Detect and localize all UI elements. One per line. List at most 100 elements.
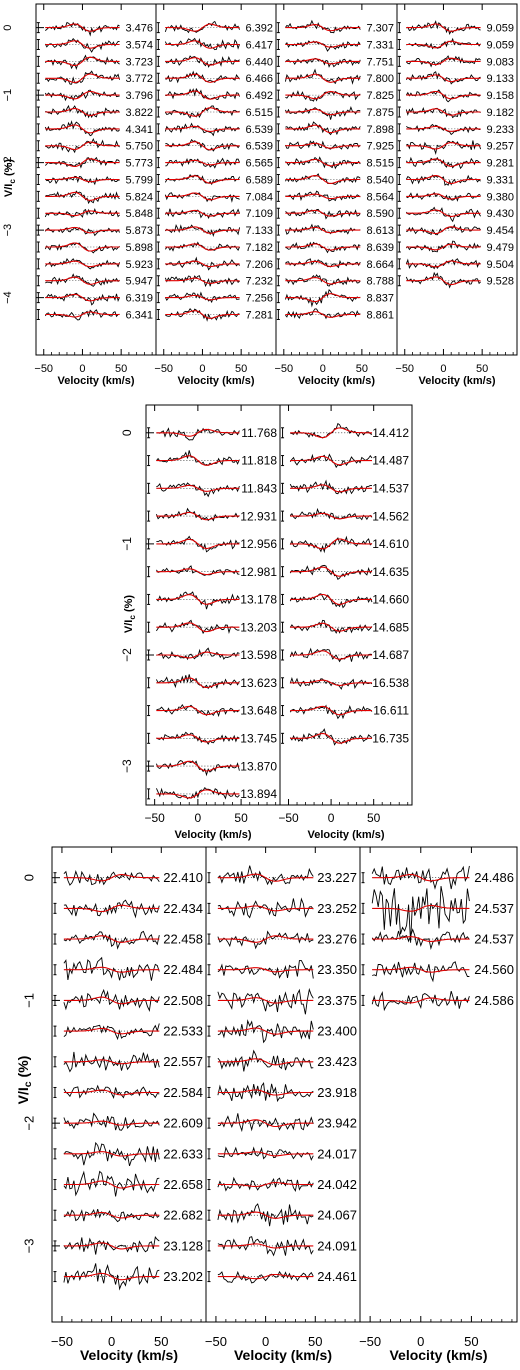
panel-2: −50 0 50 Velocity (km/s) 14.412 14.487 14.537 1…	[278, 405, 409, 841]
model-profile	[406, 142, 481, 150]
rotational-phase-label: 7.109	[245, 208, 273, 220]
rotational-phase-label: 7.331	[366, 39, 394, 51]
model-profile	[285, 226, 361, 234]
rotational-phase-label: 3.822	[125, 107, 153, 119]
profile-row: 7.182	[156, 241, 273, 254]
model-profile	[165, 159, 240, 166]
rotational-phase-label: 23.276	[317, 931, 357, 946]
profile-row: 24.017	[207, 1146, 357, 1161]
model-profile	[165, 226, 240, 234]
rotational-phase-label: 14.537	[372, 482, 409, 496]
model-profile	[406, 57, 481, 66]
x-axis-label: Velocity (km/s)	[418, 375, 495, 387]
profile-row: 7.825	[276, 89, 394, 102]
observed-profile	[217, 1176, 314, 1193]
observed-profile	[156, 703, 240, 718]
model-profile	[45, 23, 120, 32]
profile-row: 8.515	[276, 156, 394, 170]
profile-row: 13.745	[147, 732, 277, 746]
rotational-phase-label: 22.458	[163, 931, 203, 946]
profile-row: 9.158	[397, 89, 514, 103]
rotational-phase-label: 22.658	[163, 1177, 203, 1192]
rotational-phase-label: 6.515	[245, 107, 273, 119]
y-axis-label: V/Ic (%)	[3, 159, 17, 198]
rotational-phase-label: 8.837	[366, 293, 394, 305]
model-profile	[285, 175, 361, 184]
y-tick-label: −2	[21, 1116, 36, 1131]
rotational-phase-label: 5.848	[125, 208, 153, 220]
observed-profile	[63, 899, 160, 919]
profile-row: 23.128	[53, 1236, 203, 1255]
rotational-phase-label: 7.925	[366, 141, 394, 153]
rotational-phase-label: 14.685	[372, 620, 409, 634]
model-profile	[372, 997, 470, 1004]
rotational-phase-label: 5.799	[125, 174, 153, 186]
model-profile	[63, 874, 160, 882]
profile-row: 6.492	[156, 87, 273, 102]
y-tick-label: 0	[2, 25, 14, 31]
model-profile	[285, 58, 361, 65]
observed-profile	[164, 37, 241, 51]
model-profile	[406, 158, 481, 167]
model-profile	[63, 904, 160, 913]
rotational-phase-label: 13.623	[240, 676, 277, 690]
observed-profile	[164, 105, 240, 119]
model-profile	[290, 593, 372, 605]
model-profile	[165, 125, 240, 132]
y-axis-label-unit: (%)	[3, 159, 15, 180]
observed-profile	[405, 174, 481, 186]
x-tick-label: −50	[144, 811, 165, 825]
model-profile	[165, 209, 240, 217]
x-axis-label: Velocity (km/s)	[298, 375, 375, 387]
y-axis-label: V/Ic (%)	[123, 595, 137, 634]
profile-row: 9.059	[397, 37, 514, 51]
x-tick-label: −50	[395, 363, 414, 375]
x-tick-label: −50	[51, 1334, 73, 1349]
observed-profile	[165, 256, 240, 271]
model-profile	[45, 56, 120, 67]
rotational-phase-label: 23.375	[317, 993, 357, 1008]
model-profile	[156, 428, 240, 437]
x-tick-label: 50	[308, 1334, 322, 1349]
rotational-phase-label: 24.067	[317, 1208, 357, 1223]
x-axis-label: Velocity (km/s)	[234, 1347, 332, 1363]
profile-row: 5.923	[36, 258, 153, 271]
observed-profile	[285, 57, 361, 68]
rotational-phase-label: 6.589	[245, 174, 273, 186]
profile-row: 24.537	[361, 928, 514, 951]
profile-row: 9.281	[397, 156, 514, 170]
model-profile	[156, 651, 240, 659]
model-profile	[406, 226, 481, 235]
observed-profile	[165, 87, 241, 101]
rotational-phase-label: 7.256	[245, 293, 273, 305]
profile-row: 9.133	[397, 71, 514, 85]
observed-profile	[63, 956, 160, 981]
model-profile	[285, 91, 361, 100]
profile-row: 5.873	[36, 224, 153, 237]
rotational-phase-label: 8.613	[366, 225, 394, 237]
model-profile	[217, 1243, 314, 1249]
observed-profile	[156, 591, 240, 610]
rotational-phase-label: 8.564	[366, 191, 394, 203]
model-profile	[217, 1119, 314, 1128]
profile-row: 14.610	[281, 535, 409, 554]
model-profile	[45, 107, 120, 117]
profile-row: 6.392	[156, 20, 273, 35]
profile-row: 16.538	[281, 676, 409, 690]
rotational-phase-label: 7.800	[366, 73, 394, 85]
model-profile	[285, 293, 361, 303]
observed-profile	[164, 20, 241, 34]
profile-row: 3.772	[36, 70, 153, 85]
profile-row: 22.633	[53, 1141, 203, 1167]
model-profile	[45, 141, 120, 151]
model-profile	[156, 511, 240, 521]
observed-profile	[63, 1141, 160, 1167]
model-profile	[290, 622, 372, 632]
observed-profile	[217, 897, 314, 919]
profile-row: 22.434	[53, 899, 203, 919]
rotational-phase-label: 4.341	[125, 124, 153, 136]
observed-profile	[156, 482, 240, 498]
rotational-phase-label: 23.227	[317, 870, 357, 885]
